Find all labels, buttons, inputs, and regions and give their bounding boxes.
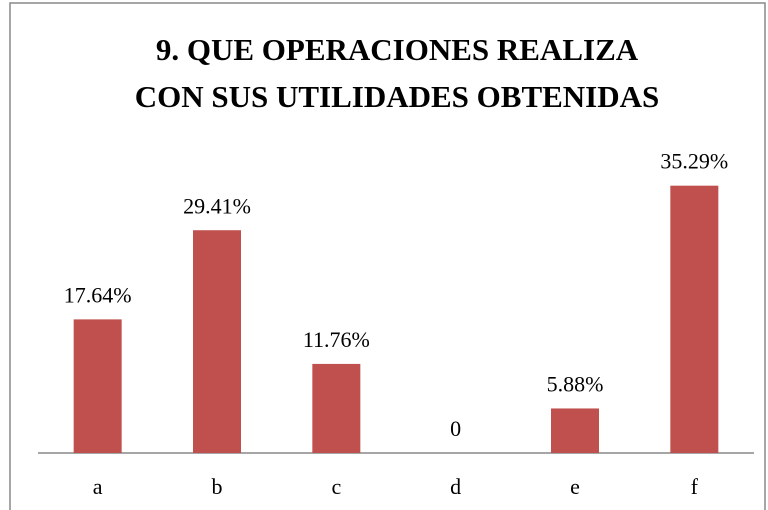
chart-title: 9. QUE OPERACIONES REALIZA — [156, 32, 639, 67]
x-tick-label: e — [570, 474, 580, 499]
bar — [551, 408, 599, 453]
chart-title: CON SUS UTILIDADES OBTENIDAS — [135, 79, 660, 114]
bar — [73, 319, 122, 453]
x-tick-label: b — [212, 474, 223, 499]
data-label: 0 — [450, 416, 461, 441]
x-tick-label: f — [691, 474, 699, 499]
data-label: 29.41% — [183, 193, 251, 218]
bar — [193, 230, 241, 453]
data-label: 11.76% — [303, 327, 370, 352]
x-tick-label: c — [331, 474, 341, 499]
chart-frame — [9, 2, 766, 510]
x-tick-label: a — [93, 474, 103, 499]
data-label: 35.29% — [660, 149, 728, 174]
bar — [312, 363, 361, 453]
x-tick-label: d — [450, 474, 461, 499]
bar — [670, 185, 719, 453]
data-label: 17.64% — [64, 282, 132, 307]
data-label: 5.88% — [547, 372, 604, 397]
